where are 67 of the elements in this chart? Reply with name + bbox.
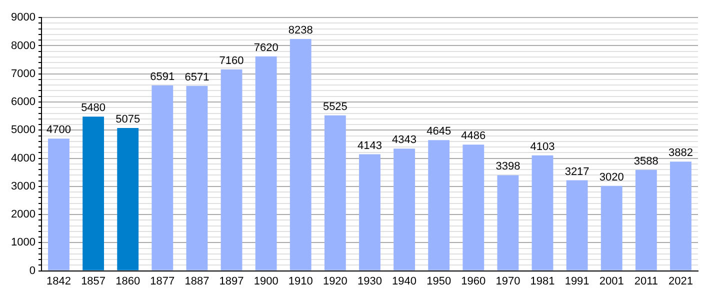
y-tick-label: 0 (29, 264, 36, 277)
data-label: 3398 (496, 160, 520, 173)
x-tick-label: 1930 (357, 275, 382, 288)
bar (394, 148, 415, 270)
y-tick-label: 9000 (10, 12, 36, 24)
data-label: 7160 (219, 54, 244, 67)
bar (220, 69, 242, 270)
x-tick-label: 1970 (496, 275, 520, 288)
bar (359, 154, 380, 270)
data-label: 4143 (357, 140, 382, 152)
x-tick-label: 1877 (150, 275, 175, 288)
x-tick-label: 1991 (564, 275, 590, 288)
x-tick-label: 1897 (219, 275, 244, 288)
data-label: 4700 (46, 124, 71, 136)
x-tick-label: 1940 (392, 275, 417, 288)
y-tick-label: 3000 (10, 180, 36, 192)
bar (635, 170, 657, 270)
bar (600, 186, 622, 270)
data-label: 4645 (426, 126, 452, 138)
data-label: 8238 (288, 24, 313, 37)
data-label: 3882 (668, 147, 693, 160)
x-tick-label: 1842 (46, 275, 71, 288)
y-tick-label: 1000 (10, 236, 36, 249)
data-label: 5525 (322, 100, 348, 113)
x-tick-label: 1887 (184, 275, 210, 288)
data-label: 3217 (564, 166, 590, 178)
x-tick-label: 2021 (668, 275, 693, 288)
y-tick-label: 2000 (10, 208, 36, 221)
bar (48, 138, 70, 270)
bar (497, 175, 519, 270)
bar (670, 162, 692, 270)
bar (462, 144, 484, 270)
x-tick-label: 2001 (599, 275, 624, 288)
x-tick-label: 1981 (530, 275, 555, 288)
bar (428, 140, 450, 270)
y-tick-label: 5000 (10, 124, 36, 136)
y-tick-label: 6000 (10, 96, 36, 108)
bar (117, 128, 139, 270)
bar (255, 56, 277, 270)
data-label: 5480 (81, 102, 106, 114)
data-label: 4486 (461, 130, 486, 142)
x-tick-label: 1860 (116, 275, 140, 288)
y-tick-label: 4000 (10, 152, 36, 164)
bar (532, 155, 554, 270)
x-tick-label: 2011 (634, 275, 658, 288)
x-tick-label: 1920 (322, 275, 348, 288)
data-label: 6571 (184, 71, 210, 84)
bar (290, 39, 312, 270)
bar (186, 86, 208, 270)
bar (82, 116, 104, 270)
data-label: 4103 (530, 140, 555, 153)
bar (152, 85, 174, 270)
bar (324, 115, 346, 270)
bar (566, 180, 588, 270)
x-tick-label: 1910 (288, 275, 313, 288)
data-label: 5075 (116, 114, 140, 126)
data-label: 3020 (599, 171, 624, 184)
x-tick-label: 1900 (254, 275, 278, 288)
data-label: 3588 (634, 155, 658, 168)
x-tick-label: 1950 (426, 275, 452, 288)
y-tick-label: 7000 (10, 68, 36, 80)
data-label: 6591 (150, 70, 175, 83)
data-label: 7620 (254, 42, 278, 54)
x-tick-label: 1960 (461, 275, 486, 288)
data-label: 4343 (392, 134, 417, 146)
y-tick-label: 8000 (10, 40, 36, 52)
x-tick-label: 1857 (81, 275, 106, 288)
